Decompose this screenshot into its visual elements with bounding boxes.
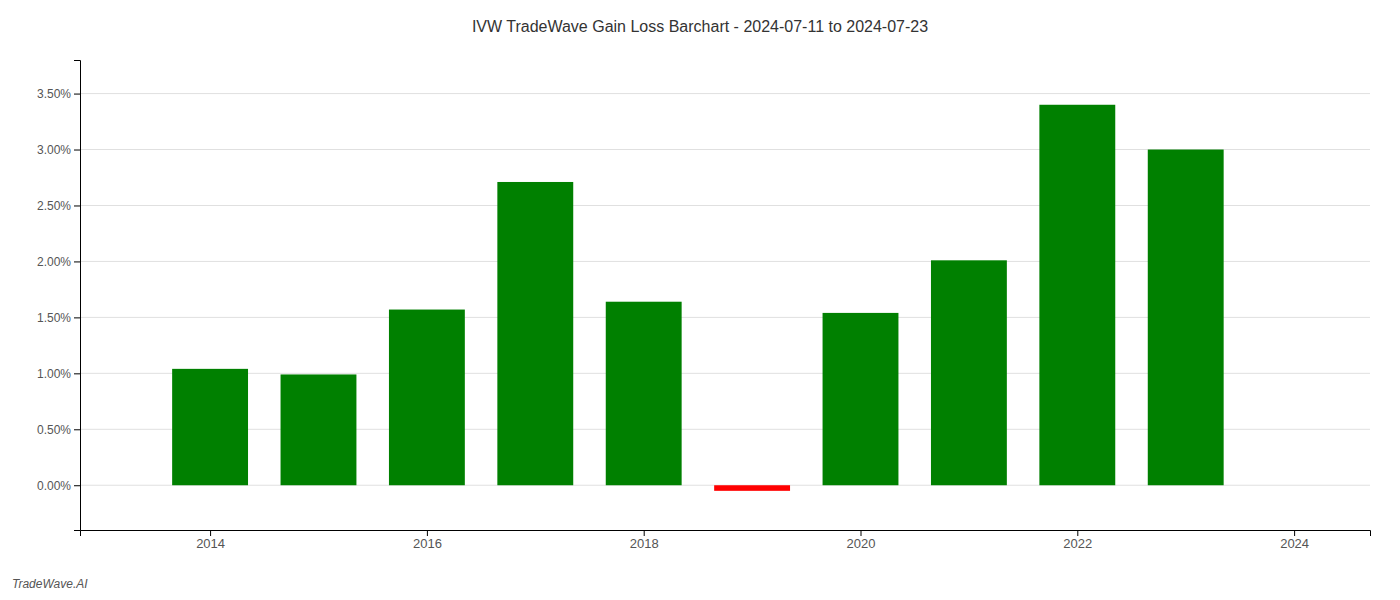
tick-label: 0.00% xyxy=(37,479,71,493)
tick-label: 2016 xyxy=(413,536,442,551)
tick-label: 1.00% xyxy=(37,367,71,381)
x-tick: 2022 xyxy=(1063,530,1092,551)
x-tick: 2020 xyxy=(847,530,876,551)
x-tick: 2024 xyxy=(1280,530,1309,551)
y-tick: 1.50% xyxy=(37,311,80,325)
tick-label: 2.00% xyxy=(37,255,71,269)
tick-label: 2018 xyxy=(630,536,659,551)
y-tick: 2.50% xyxy=(37,199,80,213)
x-axis: 2014 2016 2018 2020 2022 2024 xyxy=(81,530,1371,551)
tick-label: 2022 xyxy=(1063,536,1092,551)
tick-label: 3.50% xyxy=(37,87,71,101)
tick-mark xyxy=(861,530,862,536)
tick-mark xyxy=(74,94,80,95)
bar xyxy=(497,182,573,485)
axis-line xyxy=(74,61,81,531)
bar xyxy=(281,374,357,485)
tick-mark xyxy=(210,530,211,536)
tick-mark xyxy=(427,530,428,536)
tick-label: 2014 xyxy=(196,536,225,551)
tick-mark xyxy=(1294,530,1295,536)
tick-label: 1.50% xyxy=(37,311,71,325)
tick-mark xyxy=(1077,530,1078,536)
tick-mark xyxy=(74,205,80,206)
bar xyxy=(1039,105,1115,485)
bar xyxy=(172,369,248,485)
bar xyxy=(714,485,790,491)
title: IVW TradeWave Gain Loss Barchart - 2024-… xyxy=(472,18,928,35)
chart-container: 2014 2016 2018 2020 2022 2024 0.00% 0.50% 1.00% 1… xyxy=(0,0,1400,600)
y-tick: 3.00% xyxy=(37,143,80,157)
y-tick: 1.00% xyxy=(37,367,80,381)
axis-line xyxy=(81,531,1371,537)
grid xyxy=(80,94,1370,486)
tick-mark xyxy=(74,373,80,374)
tick-label: 0.50% xyxy=(37,423,71,437)
tick-mark xyxy=(74,150,80,151)
x-tick: 2014 xyxy=(196,530,225,551)
bar xyxy=(1148,150,1224,486)
tick-label: 2020 xyxy=(847,536,876,551)
y-tick: 0.50% xyxy=(37,423,80,437)
bar xyxy=(823,313,899,485)
tick-mark xyxy=(74,261,80,262)
bar xyxy=(389,310,465,486)
y-axis: 0.00% 0.50% 1.00% 1.50% 2.00% 2.50% 3.00% 3.50% xyxy=(37,61,81,531)
y-tick: 3.50% xyxy=(37,87,80,101)
tick-mark xyxy=(74,317,80,318)
tick-mark xyxy=(74,485,80,486)
y-tick: 0.00% xyxy=(37,479,80,493)
tick-mark xyxy=(74,429,80,430)
tick-label: 3.00% xyxy=(37,143,71,157)
chart-svg: 2014 2016 2018 2020 2022 2024 0.00% 0.50% 1.00% 1… xyxy=(0,0,1400,600)
watermark: TradeWave.AI xyxy=(12,577,88,591)
tick-mark xyxy=(644,530,645,536)
tick-label: 2.50% xyxy=(37,199,71,213)
grid-line xyxy=(80,93,1370,94)
y-tick: 2.00% xyxy=(37,255,80,269)
x-tick: 2016 xyxy=(413,530,442,551)
tick-label: 2024 xyxy=(1280,536,1309,551)
x-tick: 2018 xyxy=(630,530,659,551)
bar xyxy=(931,260,1007,485)
bar xyxy=(606,302,682,486)
plot-area xyxy=(172,105,1224,491)
